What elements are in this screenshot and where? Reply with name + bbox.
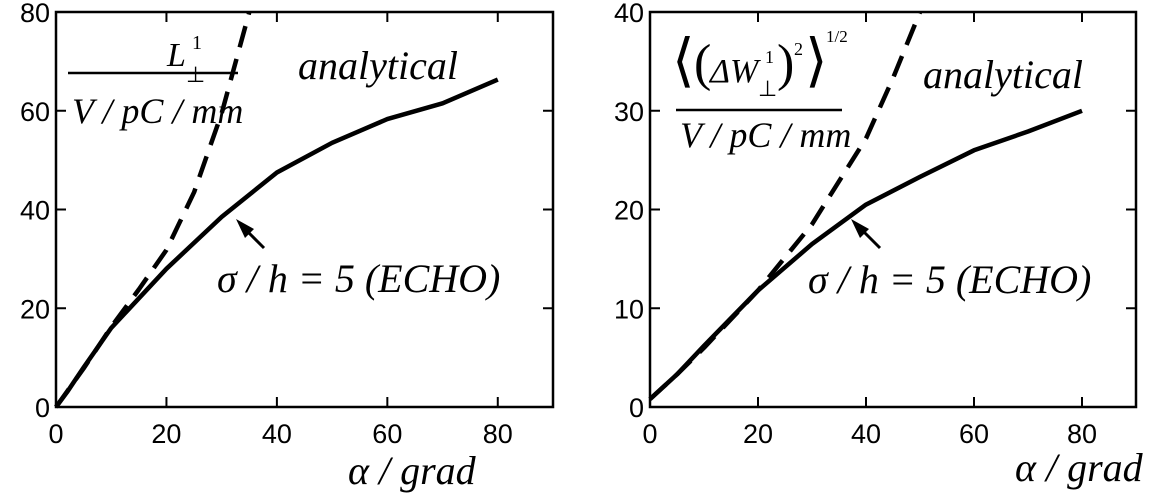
right-y-tick-label: 30 xyxy=(614,97,644,127)
left-ticks: 0 20 40 60 80 0 20 40 60 80 xyxy=(20,0,553,449)
right-ylabel-superscript: 1 xyxy=(765,47,774,67)
right-y-tick-label: 40 xyxy=(614,0,644,28)
right-y-tick-label: 10 xyxy=(614,294,644,324)
left-x-tick-label: 0 xyxy=(48,419,63,449)
left-arrow xyxy=(236,219,264,248)
left-ylabel: L 1 ⊥ V / pC / mm xyxy=(68,32,243,131)
right-ylabel-denominator: V / pC / mm xyxy=(680,115,851,155)
left-echo-label: σ / h = 5 (ECHO) xyxy=(217,256,500,301)
left-ylabel-denominator: V / pC / mm xyxy=(72,91,243,131)
left-y-tick-label: 40 xyxy=(20,196,50,226)
right-ylabel: ⟨ ( ΔW 1 ⊥ ) 2 ⟩ 1/2 V / pC / mm xyxy=(672,27,851,155)
left-xlabel: α / grad xyxy=(348,448,477,493)
left-x-tick-label: 20 xyxy=(151,419,181,449)
left-ylabel-numerator: L xyxy=(166,37,186,74)
right-x-tick-label: 40 xyxy=(851,419,881,449)
left-ylabel-subscript: ⊥ xyxy=(186,62,205,87)
right-y-tick-label: 0 xyxy=(629,393,644,423)
right-ylabel-subscript: ⊥ xyxy=(758,76,777,101)
right-xlabel: α / grad xyxy=(1015,445,1144,490)
right-ylabel-numerator: ΔW xyxy=(708,53,761,90)
left-x-tick-label: 40 xyxy=(262,419,292,449)
right-ylabel-left-paren: ( xyxy=(694,35,711,92)
right-ylabel-right-bracket: ⟩ xyxy=(805,28,828,93)
right-x-tick-label: 0 xyxy=(642,419,657,449)
right-ylabel-outer-power: 1/2 xyxy=(826,27,848,46)
left-x-tick-label: 80 xyxy=(483,419,513,449)
left-y-tick-label: 80 xyxy=(20,0,50,28)
right-arrow xyxy=(851,219,880,248)
left-y-tick-label: 0 xyxy=(35,393,50,423)
right-echo-label: σ / h = 5 (ECHO) xyxy=(808,257,1091,302)
right-analytical-label: analytical xyxy=(923,52,1083,97)
left-chart: 0 20 40 60 80 0 20 40 60 80 L 1 ⊥ V / pC / mm ana… xyxy=(20,0,553,493)
left-series-analytical xyxy=(56,12,249,407)
left-x-tick-label: 60 xyxy=(372,419,402,449)
right-ylabel-left-bracket: ⟨ xyxy=(672,28,695,93)
right-ylabel-power: 2 xyxy=(794,39,803,59)
right-x-tick-label: 20 xyxy=(743,419,773,449)
left-y-tick-label: 60 xyxy=(20,97,50,127)
left-y-tick-label: 20 xyxy=(20,294,50,324)
left-analytical-label: analytical xyxy=(298,43,458,88)
right-ylabel-right-paren: ) xyxy=(777,35,794,92)
left-ylabel-superscript: 1 xyxy=(192,32,202,54)
right-y-tick-label: 20 xyxy=(614,196,644,226)
right-x-tick-label: 60 xyxy=(959,419,989,449)
